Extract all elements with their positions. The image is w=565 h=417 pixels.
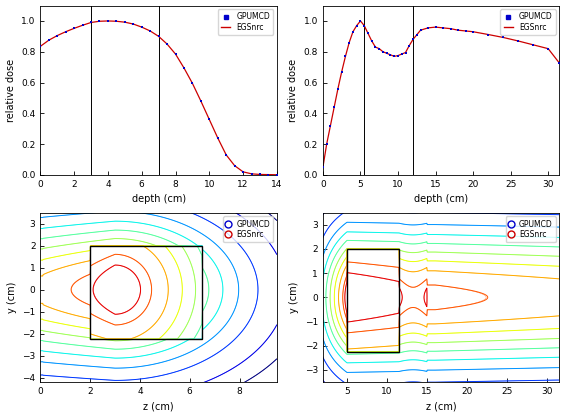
Y-axis label: y (cm): y (cm): [7, 281, 17, 313]
Y-axis label: relative dose: relative dose: [6, 59, 16, 122]
X-axis label: depth (cm): depth (cm): [414, 194, 468, 204]
Legend: GPUMCD, EGSnrc: GPUMCD, EGSnrc: [506, 216, 555, 242]
X-axis label: z (cm): z (cm): [426, 402, 457, 412]
Y-axis label: relative dose: relative dose: [288, 59, 298, 122]
X-axis label: depth (cm): depth (cm): [132, 194, 186, 204]
Y-axis label: y (cm): y (cm): [289, 281, 299, 313]
Legend: GPUMCD, EGSnrc: GPUMCD, EGSnrc: [501, 9, 555, 35]
Legend: GPUMCD, EGSnrc: GPUMCD, EGSnrc: [223, 216, 273, 242]
Legend: GPUMCD, EGSnrc: GPUMCD, EGSnrc: [218, 9, 273, 35]
Bar: [90, 246, 202, 339]
Bar: [347, 249, 399, 352]
X-axis label: z (cm): z (cm): [144, 402, 174, 412]
